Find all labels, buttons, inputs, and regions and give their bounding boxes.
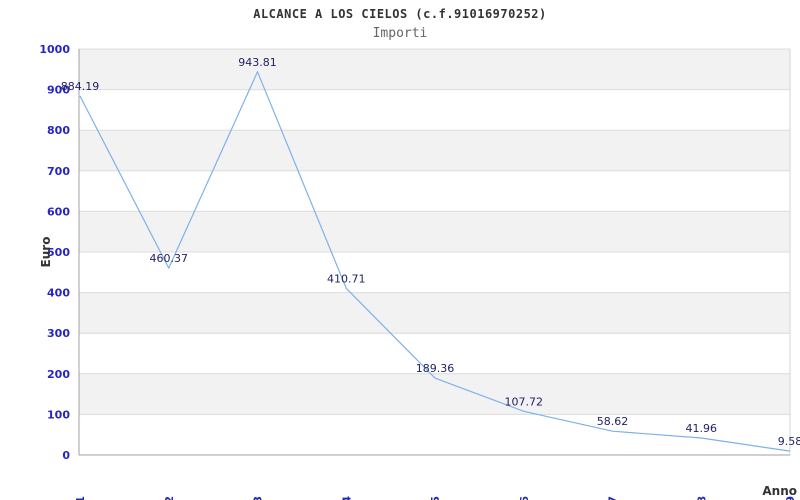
data-label: 884.19 [61,80,100,93]
y-tick-label: 0 [62,449,70,462]
y-tick-label: 700 [47,165,70,178]
grid-band [79,130,790,171]
chart-subtitle: Importi [372,26,428,41]
grid-band [79,49,790,90]
x-tick-label: 2012 [163,496,176,500]
y-tick-label: 500 [47,246,70,259]
y-tick-label: 600 [47,205,70,218]
data-label: 460.37 [150,252,189,265]
x-tick-label: 2018 [695,496,708,500]
grid-band [79,373,790,415]
data-label: 58.62 [597,415,629,428]
data-label: 189.36 [416,362,455,375]
x-tick-label: 2016 [518,496,531,500]
data-label: 107.72 [505,395,544,408]
y-tick-label: 400 [47,287,70,300]
y-tick-label: 900 [47,84,70,97]
x-axis-title: Anno [762,484,797,498]
x-tick-label: 2013 [252,496,265,500]
x-tick-label: 2015 [429,496,442,500]
x-tick-label: 2014 [340,496,353,500]
chart-title: ALCANCE A LOS CIELOS (c.f.91016970252) [253,7,547,21]
y-tick-label: 1000 [39,43,70,56]
x-tick-label: 2017 [607,496,620,500]
data-label: 9.58 [778,435,800,448]
grid-band [79,292,790,334]
x-tick-label: 2019 [784,496,797,500]
grid-band [79,211,790,252]
y-tick-label: 800 [47,124,70,137]
x-tick-label: 2011 [74,496,87,500]
y-tick-label: 100 [47,408,70,421]
y-tick-label: 200 [47,368,70,381]
data-label: 943.81 [238,56,277,69]
data-label: 410.71 [327,272,366,285]
y-tick-label: 300 [47,327,70,340]
data-label: 41.96 [686,422,718,435]
series-line [79,71,791,452]
y-axis-title: Euro [39,237,53,268]
